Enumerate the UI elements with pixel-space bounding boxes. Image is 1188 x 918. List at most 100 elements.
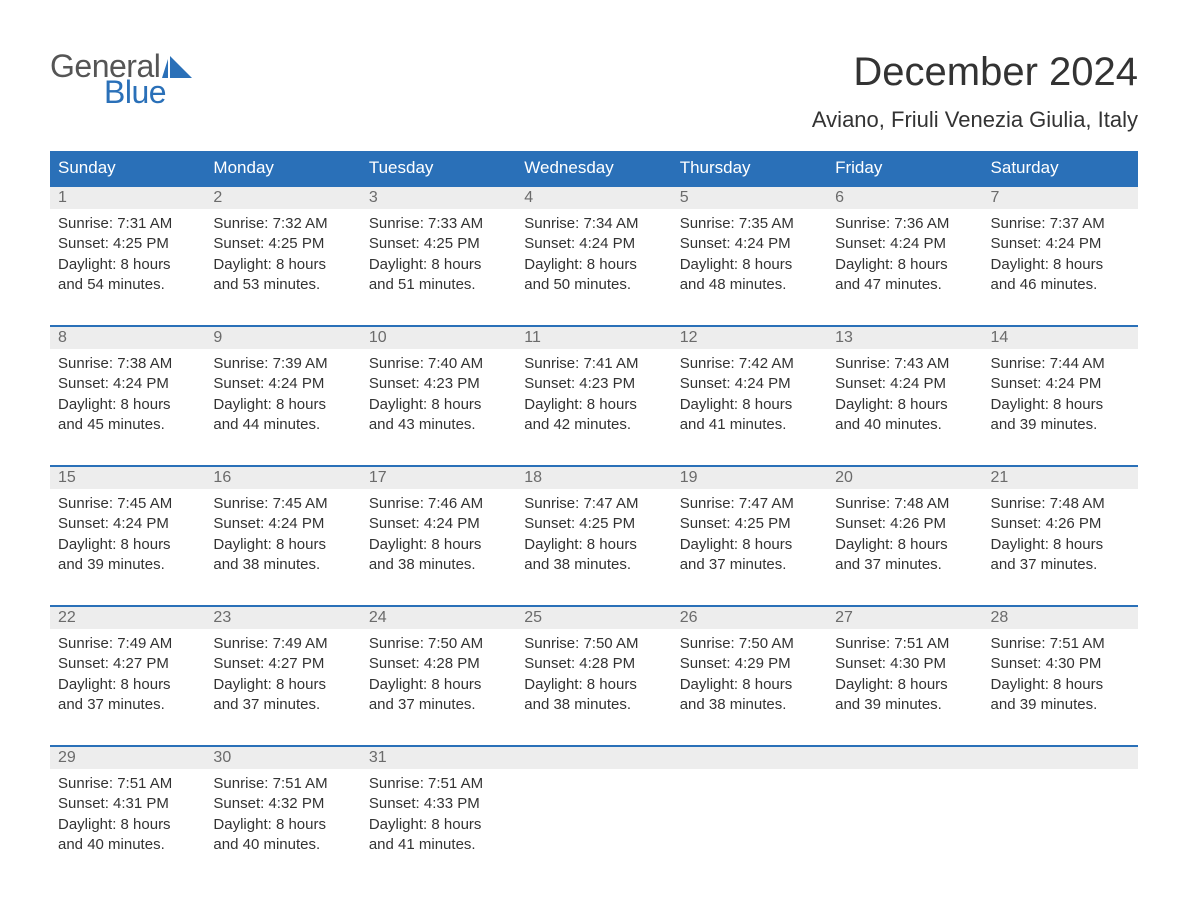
- detail-line: and 38 minutes.: [369, 555, 508, 575]
- detail-line: Sunrise: 7:49 AM: [58, 634, 197, 654]
- day-details: Sunrise: 7:31 AMSunset: 4:25 PMDaylight:…: [50, 209, 205, 301]
- detail-line: Daylight: 8 hours: [213, 535, 352, 555]
- detail-line: Daylight: 8 hours: [369, 255, 508, 275]
- day-number: 21: [983, 467, 1138, 489]
- detail-line: and 46 minutes.: [991, 275, 1130, 295]
- calendar-cell: 18Sunrise: 7:47 AMSunset: 4:25 PMDayligh…: [516, 467, 671, 585]
- calendar-cell: 20Sunrise: 7:48 AMSunset: 4:26 PMDayligh…: [827, 467, 982, 585]
- detail-line: and 40 minutes.: [835, 415, 974, 435]
- day-details: Sunrise: 7:43 AMSunset: 4:24 PMDaylight:…: [827, 349, 982, 441]
- dayhead-sat: Saturday: [983, 151, 1138, 185]
- day-details: Sunrise: 7:48 AMSunset: 4:26 PMDaylight:…: [827, 489, 982, 581]
- day-number: 16: [205, 467, 360, 489]
- calendar-cell: 27Sunrise: 7:51 AMSunset: 4:30 PMDayligh…: [827, 607, 982, 725]
- calendar-cell: 23Sunrise: 7:49 AMSunset: 4:27 PMDayligh…: [205, 607, 360, 725]
- detail-line: and 37 minutes.: [58, 695, 197, 715]
- detail-line: Sunrise: 7:46 AM: [369, 494, 508, 514]
- detail-line: Sunset: 4:24 PM: [680, 374, 819, 394]
- day-details: Sunrise: 7:51 AMSunset: 4:31 PMDaylight:…: [50, 769, 205, 861]
- detail-line: Sunrise: 7:32 AM: [213, 214, 352, 234]
- calendar-cell: 22Sunrise: 7:49 AMSunset: 4:27 PMDayligh…: [50, 607, 205, 725]
- day-details: Sunrise: 7:42 AMSunset: 4:24 PMDaylight:…: [672, 349, 827, 441]
- calendar-cell: 14Sunrise: 7:44 AMSunset: 4:24 PMDayligh…: [983, 327, 1138, 445]
- detail-line: Sunset: 4:23 PM: [369, 374, 508, 394]
- logo: General Blue: [50, 50, 192, 108]
- detail-line: Sunset: 4:30 PM: [835, 654, 974, 674]
- detail-line: Sunset: 4:30 PM: [991, 654, 1130, 674]
- week-row: 22 Sunrise: 7:49 AM Sunset: 4:27 PM Dayligh…: [50, 605, 1138, 725]
- detail-line: Sunrise: 7:48 AM: [835, 494, 974, 514]
- detail-line: Sunset: 4:27 PM: [213, 654, 352, 674]
- day-number: 29: [50, 747, 205, 769]
- detail-line: Daylight: 8 hours: [58, 255, 197, 275]
- day-details: Sunrise: 7:32 AMSunset: 4:25 PMDaylight:…: [205, 209, 360, 301]
- detail-line: Daylight: 8 hours: [524, 395, 663, 415]
- detail-line: and 42 minutes.: [524, 415, 663, 435]
- detail-line: Sunrise: 7:35 AM: [680, 214, 819, 234]
- detail-line: and 37 minutes.: [213, 695, 352, 715]
- day-number: 15: [50, 467, 205, 489]
- day-number: 11: [516, 327, 671, 349]
- dayhead-sun: Sunday: [50, 151, 205, 185]
- day-details: Sunrise: 7:50 AMSunset: 4:28 PMDaylight:…: [516, 629, 671, 721]
- detail-line: and 41 minutes.: [680, 415, 819, 435]
- detail-line: Daylight: 8 hours: [991, 255, 1130, 275]
- dayhead-wed: Wednesday: [516, 151, 671, 185]
- day-number: 31: [361, 747, 516, 769]
- detail-line: Daylight: 8 hours: [524, 675, 663, 695]
- detail-line: Sunset: 4:25 PM: [58, 234, 197, 254]
- calendar-cell: 13Sunrise: 7:43 AMSunset: 4:24 PMDayligh…: [827, 327, 982, 445]
- day-number: 13: [827, 327, 982, 349]
- detail-line: Daylight: 8 hours: [369, 815, 508, 835]
- detail-line: Sunset: 4:31 PM: [58, 794, 197, 814]
- day-number: 26: [672, 607, 827, 629]
- calendar-cell: 28Sunrise: 7:51 AMSunset: 4:30 PMDayligh…: [983, 607, 1138, 725]
- detail-line: Sunset: 4:29 PM: [680, 654, 819, 674]
- day-details: Sunrise: 7:36 AMSunset: 4:24 PMDaylight:…: [827, 209, 982, 301]
- calendar-cell: 31Sunrise: 7:51 AMSunset: 4:33 PMDayligh…: [361, 747, 516, 865]
- detail-line: Sunrise: 7:39 AM: [213, 354, 352, 374]
- detail-line: Sunset: 4:28 PM: [369, 654, 508, 674]
- detail-line: Sunrise: 7:41 AM: [524, 354, 663, 374]
- day-header-row: Sunday Monday Tuesday Wednesday Thursday…: [50, 151, 1138, 185]
- detail-line: Sunset: 4:24 PM: [369, 514, 508, 534]
- calendar-cell: [516, 747, 671, 865]
- calendar-cell: [672, 747, 827, 865]
- detail-line: Sunrise: 7:45 AM: [58, 494, 197, 514]
- day-details: Sunrise: 7:37 AMSunset: 4:24 PMDaylight:…: [983, 209, 1138, 301]
- detail-line: Sunrise: 7:33 AM: [369, 214, 508, 234]
- detail-line: Sunset: 4:24 PM: [680, 234, 819, 254]
- day-number: 24: [361, 607, 516, 629]
- detail-line: Daylight: 8 hours: [213, 255, 352, 275]
- day-details: Sunrise: 7:44 AMSunset: 4:24 PMDaylight:…: [983, 349, 1138, 441]
- day-number: 22: [50, 607, 205, 629]
- calendar-cell: 16Sunrise: 7:45 AMSunset: 4:24 PMDayligh…: [205, 467, 360, 585]
- calendar-cell: 9Sunrise: 7:39 AMSunset: 4:24 PMDaylight…: [205, 327, 360, 445]
- day-number: 12: [672, 327, 827, 349]
- detail-line: and 41 minutes.: [369, 835, 508, 855]
- calendar: Sunday Monday Tuesday Wednesday Thursday…: [50, 151, 1138, 865]
- calendar-cell: 11Sunrise: 7:41 AMSunset: 4:23 PMDayligh…: [516, 327, 671, 445]
- day-number: 17: [361, 467, 516, 489]
- detail-line: Daylight: 8 hours: [680, 675, 819, 695]
- week-row: 29Sunrise: 7:51 AMSunset: 4:31 PMDayligh…: [50, 745, 1138, 865]
- day-number: 14: [983, 327, 1138, 349]
- title-block: December 2024 Aviano, Friuli Venezia Giu…: [812, 50, 1138, 133]
- detail-line: Sunrise: 7:51 AM: [213, 774, 352, 794]
- detail-line: and 53 minutes.: [213, 275, 352, 295]
- calendar-cell: 12Sunrise: 7:42 AMSunset: 4:24 PMDayligh…: [672, 327, 827, 445]
- dayhead-mon: Monday: [205, 151, 360, 185]
- day-number: 30: [205, 747, 360, 769]
- calendar-cell: 6Sunrise: 7:36 AMSunset: 4:24 PMDaylight…: [827, 187, 982, 305]
- detail-line: and 45 minutes.: [58, 415, 197, 435]
- detail-line: Sunset: 4:24 PM: [213, 374, 352, 394]
- detail-line: and 38 minutes.: [680, 695, 819, 715]
- day-number: 4: [516, 187, 671, 209]
- detail-line: Sunset: 4:24 PM: [991, 234, 1130, 254]
- detail-line: Sunrise: 7:43 AM: [835, 354, 974, 374]
- detail-line: and 37 minutes.: [680, 555, 819, 575]
- day-details: Sunrise: 7:47 AMSunset: 4:25 PMDaylight:…: [516, 489, 671, 581]
- day-number: 3: [361, 187, 516, 209]
- day-number: 25: [516, 607, 671, 629]
- day-number: 9: [205, 327, 360, 349]
